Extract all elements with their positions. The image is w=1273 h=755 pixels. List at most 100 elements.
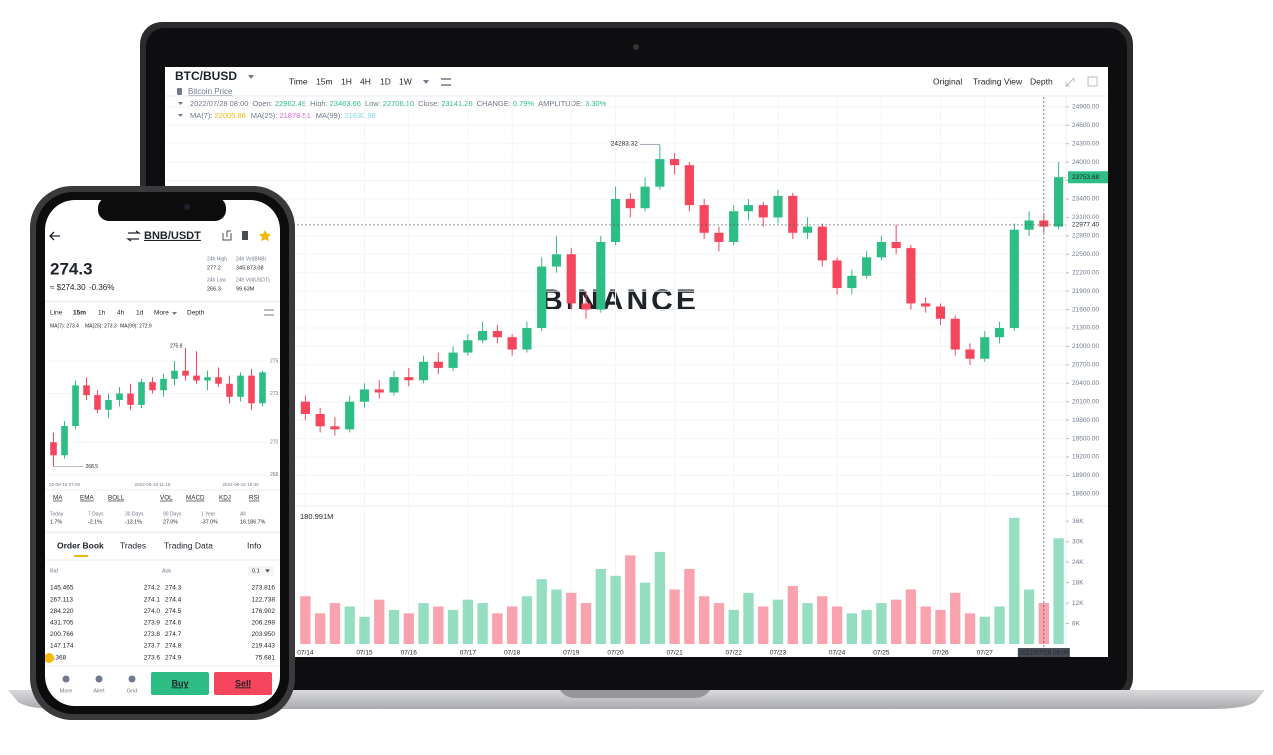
interval-tab[interactable]: 4H	[360, 76, 371, 86]
y-tick-label: 21000.00	[1072, 343, 1099, 350]
crosshair-price-box	[1068, 218, 1108, 231]
interval-tab[interactable]: 1D	[380, 76, 391, 86]
section-tab[interactable]: Order Book	[57, 540, 104, 550]
ask-price: 274.8	[165, 643, 182, 650]
interval-more	[423, 80, 429, 84]
stat-value: 266.3	[207, 286, 221, 292]
interval-tab[interactable]: 4h	[117, 310, 125, 317]
volume-bar	[506, 606, 518, 644]
candle-body	[182, 370, 189, 376]
dropdown-icon	[248, 75, 254, 79]
candle-body	[950, 318, 960, 350]
sell-label[interactable]: Sell	[235, 678, 251, 688]
indicator-tab[interactable]: EMA	[80, 495, 94, 502]
floating-badge[interactable]	[44, 653, 54, 663]
indicator-tab[interactable]: MACD	[186, 495, 205, 502]
buy-button[interactable]	[151, 672, 209, 695]
bid-price: 273.7	[144, 643, 161, 650]
volume-bar	[758, 606, 769, 644]
x-tick-label: 07/26	[932, 650, 949, 657]
candle-body	[127, 393, 134, 405]
info-value: 23141.26	[441, 99, 472, 108]
layout-icon[interactable]	[1087, 76, 1098, 87]
phone: BNB/USDT 274.3 ≈ $274.30 -0.36% 24h High 277.…	[30, 186, 295, 720]
indicator-tab[interactable]: RSI	[249, 495, 260, 502]
ma-label: MA(99):	[316, 111, 343, 120]
interval-tab[interactable]: 15m	[316, 76, 333, 86]
min-label: 268.5	[86, 464, 99, 470]
candle-body	[537, 266, 547, 328]
volume-bar	[374, 599, 385, 644]
swap-icon[interactable]	[126, 230, 141, 242]
indicator-tab[interactable]: KDJ	[219, 495, 231, 502]
section-gap	[45, 531, 280, 534]
footer-label[interactable]: Grid	[127, 688, 137, 694]
fullscreen-icon[interactable]	[1065, 77, 1075, 87]
candle-body	[862, 257, 872, 276]
back-arrow[interactable]	[49, 231, 60, 241]
stat-label: 24h Vol(BNB)	[236, 256, 267, 262]
sell-button[interactable]	[214, 672, 272, 695]
interval-tab[interactable]: More	[154, 310, 169, 317]
favorite-star[interactable]	[259, 230, 271, 242]
footer-icon[interactable]	[95, 675, 103, 683]
interval-tab[interactable]: 1h	[98, 310, 106, 317]
coin-icon	[177, 88, 182, 95]
indicator-tab[interactable]: BOLL	[108, 495, 125, 502]
interval-tab[interactable]: Depth	[187, 310, 205, 317]
stat-value: 99.63M	[236, 286, 255, 292]
info-value: 23463.66	[330, 99, 361, 108]
indicator-tab[interactable]: MA	[53, 495, 63, 502]
interval-tab[interactable]: 1H	[341, 76, 352, 86]
subtitle-link[interactable]: Bitcoin Price	[188, 87, 233, 96]
candle-body	[773, 195, 783, 218]
section-tab[interactable]: Trades	[120, 540, 146, 550]
view-tab[interactable]: Depth	[1030, 76, 1053, 86]
candle-body	[105, 400, 112, 410]
candle-body	[994, 327, 1005, 338]
volume-tick-label: 36K	[1072, 518, 1084, 525]
footer-icon[interactable]	[128, 675, 136, 683]
performance-value: -37.0%	[201, 519, 218, 525]
interval-tab[interactable]: Line	[50, 310, 63, 317]
indicator-tab[interactable]: VOL	[160, 495, 173, 502]
info-label: CHANGE:	[477, 99, 511, 108]
candle-body	[1039, 220, 1049, 227]
volume-tick-label: 30K	[1072, 538, 1084, 545]
pair-title: BTC/BUSD	[175, 69, 237, 83]
view-tab[interactable]: Trading View	[973, 76, 1023, 86]
interval-tab[interactable]: 1W	[399, 76, 412, 86]
section-tab[interactable]: Trading Data	[164, 540, 213, 550]
share-icon[interactable]	[222, 230, 232, 241]
interval-tab[interactable]: 15m	[73, 310, 86, 317]
laptop: BTC/BUSD Bitcoin Price Time 15m 1H 4H 1D 1W Orig…	[8, 22, 1265, 709]
y-tick-label: 18900.00	[1072, 472, 1099, 479]
candle-body	[94, 395, 101, 410]
ma-value: 21630.98	[344, 111, 375, 120]
info-icon[interactable]	[242, 231, 248, 240]
interval-tab[interactable]: Time	[289, 76, 308, 86]
interval-tab[interactable]: 1d	[136, 310, 144, 317]
volume-bar	[1053, 538, 1064, 644]
buy-label[interactable]: Buy	[171, 678, 188, 688]
footer-icon[interactable]	[62, 675, 70, 683]
chart-settings[interactable]	[264, 309, 274, 316]
bid-price: 274.1	[144, 596, 161, 603]
volume-label: 180.991M	[300, 512, 333, 521]
volume-bar	[772, 599, 784, 644]
x-tick-label: 22-09-16 07:00	[49, 482, 81, 487]
footer-label[interactable]: Alert	[93, 688, 105, 694]
price-change: -0.36%	[89, 283, 114, 292]
x-tick-label: 07/17	[460, 650, 477, 657]
camera	[633, 44, 639, 50]
ask-amount: 206.298	[252, 620, 276, 627]
view-tab[interactable]: Original	[933, 76, 962, 86]
book-header: Ask	[162, 568, 171, 574]
volume-bar	[329, 603, 341, 644]
precision-box[interactable]	[248, 566, 274, 576]
footer-label[interactable]: More	[60, 688, 73, 694]
pair-title[interactable]: BNB/USDT	[144, 230, 201, 242]
info-label: Low:	[365, 99, 381, 108]
section-tab[interactable]: Info	[247, 540, 261, 550]
bid-amount: 145.465	[50, 585, 74, 592]
